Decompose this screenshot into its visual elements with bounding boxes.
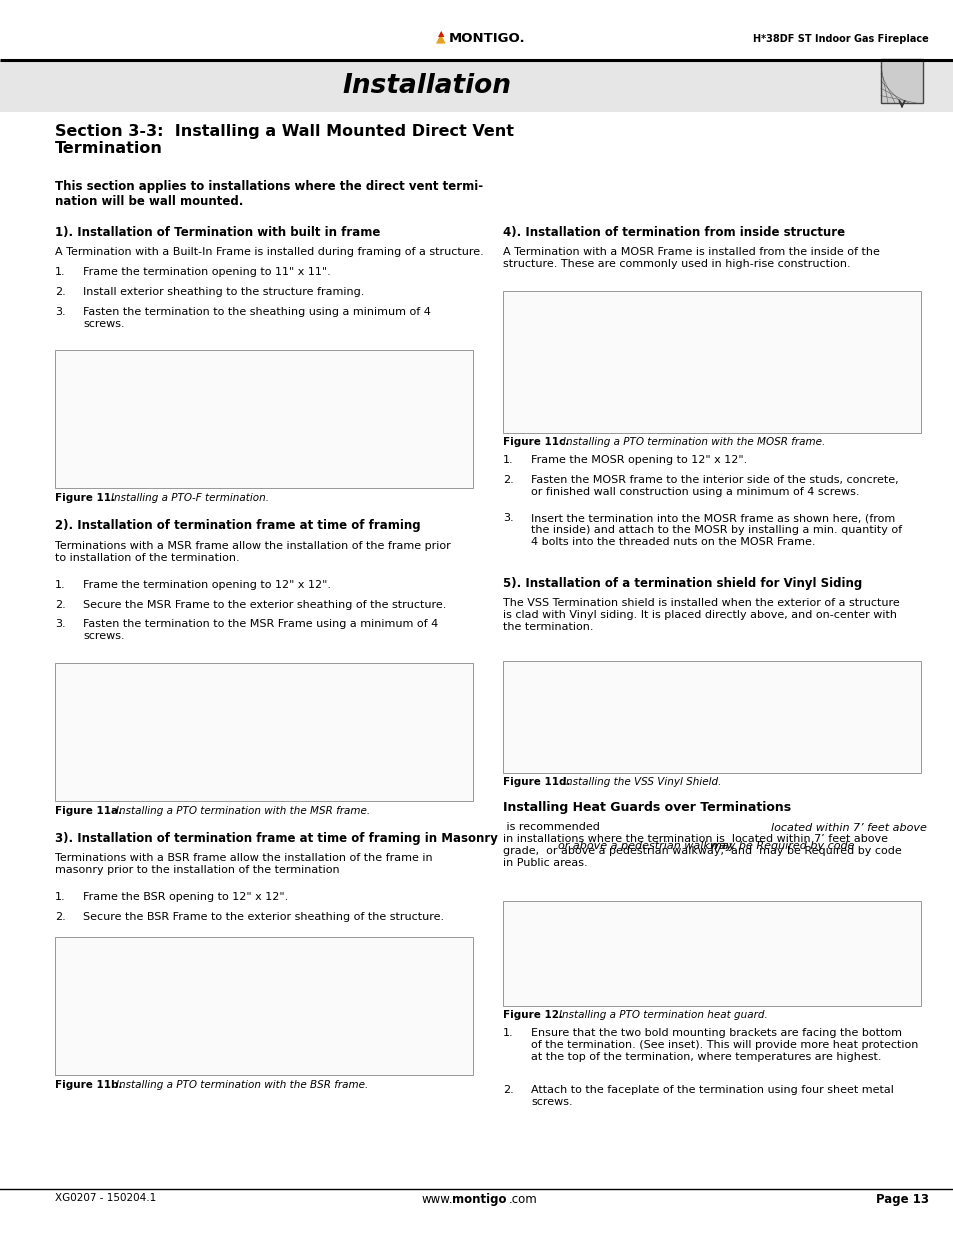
Text: 1.: 1. — [55, 268, 66, 278]
Text: Fasten the MOSR frame to the interior side of the studs, concrete,
or finished w: Fasten the MOSR frame to the interior si… — [531, 474, 898, 496]
Bar — [880, 59, 923, 103]
Text: Figure 11c.: Figure 11c. — [502, 437, 576, 447]
Text: Installation: Installation — [342, 73, 511, 99]
Text: H*38DF ST Indoor Gas Fireplace: H*38DF ST Indoor Gas Fireplace — [753, 35, 928, 44]
Text: or above a pedestrian walkway,: or above a pedestrian walkway, — [558, 841, 735, 851]
Text: Installing a PTO termination with the BSR frame.: Installing a PTO termination with the BS… — [115, 1079, 367, 1091]
Bar — [55, 351, 473, 489]
Text: Insert the termination into the MOSR frame as shown here, (from
the inside) and : Insert the termination into the MOSR fra… — [531, 514, 902, 547]
Text: 1). Installation of Termination with built in frame: 1). Installation of Termination with bui… — [55, 226, 380, 238]
Text: is recommended
in installations where the termination is  ​located within 7’ fee: is recommended in installations where th… — [502, 823, 901, 868]
Bar — [55, 663, 473, 802]
Text: Attach to the faceplate of the termination using four sheet metal
screws.: Attach to the faceplate of the terminati… — [531, 1086, 893, 1108]
Text: This section applies to installations where the direct vent termi-
nation will b: This section applies to installations wh… — [55, 180, 482, 209]
Text: The VSS Termination shield is installed when the exterior of a structure
is clad: The VSS Termination shield is installed … — [502, 598, 899, 632]
Text: Installing a PTO termination heat guard.: Installing a PTO termination heat guard. — [558, 1010, 767, 1020]
Text: Secure the BSR Frame to the exterior sheathing of the structure.: Secure the BSR Frame to the exterior she… — [83, 913, 444, 923]
Text: Terminations with a BSR frame allow the installation of the frame in
masonry pri: Terminations with a BSR frame allow the … — [55, 853, 432, 876]
Bar — [502, 902, 920, 1007]
Text: Page 13: Page 13 — [875, 1193, 928, 1207]
Text: ▲: ▲ — [437, 30, 444, 38]
Bar — [502, 291, 920, 433]
Text: montigo: montigo — [452, 1193, 506, 1207]
Text: may be Required by code: may be Required by code — [710, 841, 854, 851]
Text: Installing Heat Guards over Terminations: Installing Heat Guards over Terminations — [502, 800, 790, 814]
Text: Installing a PTO-F termination.: Installing a PTO-F termination. — [111, 494, 269, 504]
Text: Terminations with a MSR frame allow the installation of the frame prior
to insta: Terminations with a MSR frame allow the … — [55, 541, 450, 563]
Bar — [0, 61, 953, 112]
Text: .com: .com — [509, 1193, 537, 1207]
Text: Frame the termination opening to 11" x 11".: Frame the termination opening to 11" x 1… — [83, 268, 331, 278]
Text: 1.: 1. — [55, 580, 66, 590]
Text: 1.: 1. — [502, 454, 513, 466]
Text: Figure 11a.: Figure 11a. — [55, 806, 130, 816]
Text: Section 3-3:  Installing a Wall Mounted Direct Vent
Termination: Section 3-3: Installing a Wall Mounted D… — [55, 124, 514, 157]
Text: Figure 11b.: Figure 11b. — [55, 1079, 130, 1091]
Text: XG0207 - 150204.1: XG0207 - 150204.1 — [55, 1193, 156, 1203]
Text: ▲: ▲ — [436, 32, 445, 44]
Text: 2.: 2. — [55, 288, 66, 298]
Text: Installing the VSS Vinyl Shield.: Installing the VSS Vinyl Shield. — [563, 777, 721, 787]
Text: www.: www. — [421, 1193, 453, 1207]
Text: 2.: 2. — [502, 474, 514, 485]
Text: Figure 11.: Figure 11. — [55, 494, 122, 504]
Text: located within 7’ feet above: located within 7’ feet above — [770, 823, 926, 834]
Text: A Termination with a Built-In Frame is installed during framing of a structure.: A Termination with a Built-In Frame is i… — [55, 247, 483, 257]
Bar — [502, 661, 920, 773]
Text: Fasten the termination to the MSR Frame using a minimum of 4
screws.: Fasten the termination to the MSR Frame … — [83, 620, 437, 641]
Text: Installing a PTO termination with the MSR frame.: Installing a PTO termination with the MS… — [115, 806, 369, 816]
Text: 2.: 2. — [55, 913, 66, 923]
Text: Install exterior sheathing to the structure framing.: Install exterior sheathing to the struct… — [83, 288, 364, 298]
Text: Fasten the termination to the sheathing using a minimum of 4
screws.: Fasten the termination to the sheathing … — [83, 308, 431, 329]
Text: 4). Installation of termination from inside structure: 4). Installation of termination from ins… — [502, 226, 844, 238]
Text: A Termination with a MOSR Frame is installed from the inside of the
structure. T: A Termination with a MOSR Frame is insta… — [502, 247, 879, 269]
Text: Installing a PTO termination with the MOSR frame.: Installing a PTO termination with the MO… — [563, 437, 825, 447]
Text: 5). Installation of a termination shield for Vinyl Siding: 5). Installation of a termination shield… — [502, 577, 862, 589]
Text: 2.: 2. — [502, 1086, 514, 1095]
Text: Figure 11d.: Figure 11d. — [502, 777, 578, 787]
Text: 3.: 3. — [55, 308, 66, 317]
Text: 2.: 2. — [55, 600, 66, 610]
Text: 3.: 3. — [502, 514, 513, 524]
Text: Frame the BSR opening to 12" x 12".: Frame the BSR opening to 12" x 12". — [83, 893, 288, 903]
Bar — [55, 937, 473, 1074]
Text: 3). Installation of termination frame at time of framing in Masonry: 3). Installation of termination frame at… — [55, 832, 497, 845]
Text: 1.: 1. — [55, 893, 66, 903]
Text: 1.: 1. — [502, 1028, 513, 1037]
Text: Secure the MSR Frame to the exterior sheathing of the structure.: Secure the MSR Frame to the exterior she… — [83, 600, 446, 610]
Text: Frame the MOSR opening to 12" x 12".: Frame the MOSR opening to 12" x 12". — [531, 454, 746, 466]
Text: 2). Installation of termination frame at time of framing: 2). Installation of termination frame at… — [55, 520, 420, 532]
Text: Frame the termination opening to 12" x 12".: Frame the termination opening to 12" x 1… — [83, 580, 331, 590]
Text: Ensure that the two ​bold​​ mounting brackets are facing the bottom
of the termi: Ensure that the two ​bold​​ mounting bra… — [531, 1028, 918, 1062]
Text: Figure 12.: Figure 12. — [502, 1010, 570, 1020]
Text: MONTIGO.: MONTIGO. — [448, 32, 525, 46]
Text: 3.: 3. — [55, 620, 66, 630]
